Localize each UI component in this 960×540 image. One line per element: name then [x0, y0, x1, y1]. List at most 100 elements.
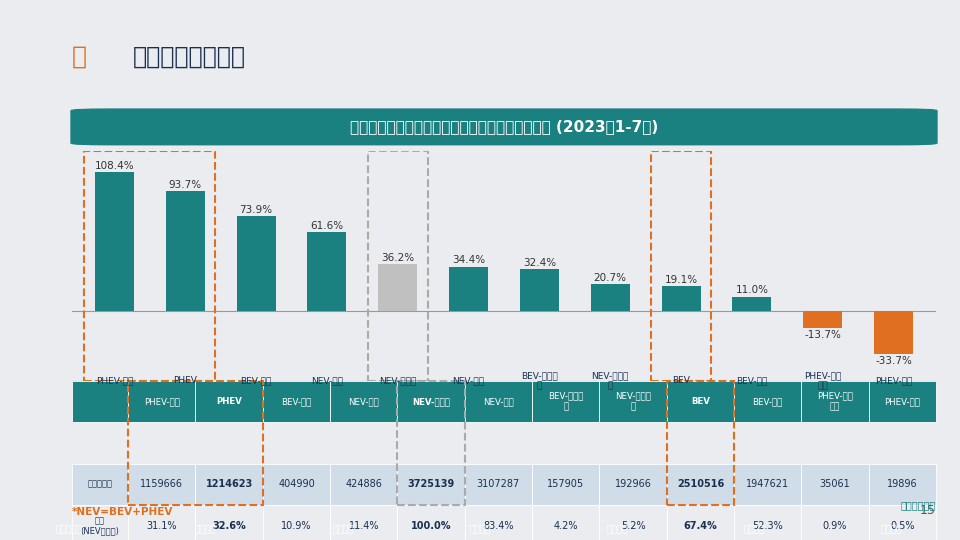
Text: 》: 》 — [72, 45, 87, 69]
Text: 深度合析报告: 深度合析报告 — [900, 500, 936, 510]
Bar — [72, 381, 129, 422]
Bar — [95, 172, 134, 310]
Bar — [802, 463, 869, 505]
Bar — [330, 463, 397, 505]
Text: 3725139: 3725139 — [407, 479, 455, 489]
Bar — [72, 463, 129, 505]
Bar — [237, 217, 276, 310]
Text: PHEV-豪华: PHEV-豪华 — [875, 376, 912, 385]
Bar — [869, 381, 936, 422]
Text: NEV-主流合
资: NEV-主流合 资 — [615, 392, 651, 411]
Text: 11.4%: 11.4% — [348, 521, 379, 531]
Text: NEV-自主: NEV-自主 — [483, 397, 514, 406]
Bar — [330, 505, 397, 540]
Text: 1159666: 1159666 — [140, 479, 183, 489]
Bar — [465, 505, 532, 540]
Bar — [520, 269, 559, 310]
Text: BEV: BEV — [672, 376, 690, 385]
Text: 93.7%: 93.7% — [169, 180, 202, 190]
Bar — [651, 151, 711, 381]
Bar — [802, 505, 869, 540]
Text: 73.9%: 73.9% — [240, 205, 273, 215]
Bar — [734, 381, 802, 422]
Bar — [599, 463, 666, 505]
Bar — [397, 381, 465, 422]
Bar — [532, 463, 599, 505]
Bar — [397, 505, 465, 540]
Text: -13.7%: -13.7% — [804, 330, 841, 340]
Text: PHEV-豪华: PHEV-豪华 — [884, 397, 921, 406]
Text: 企业类型: 企业类型 — [880, 525, 902, 534]
Text: 100.0%: 100.0% — [411, 521, 451, 531]
Text: 192966: 192966 — [614, 479, 652, 489]
Bar — [667, 463, 734, 505]
Bar — [263, 463, 330, 505]
Bar — [869, 505, 936, 540]
Text: NEV-自主: NEV-自主 — [452, 376, 485, 385]
Text: 1947621: 1947621 — [746, 479, 789, 489]
Text: 细分定位: 细分定位 — [607, 525, 628, 534]
Text: 车型大类: 车型大类 — [332, 525, 353, 534]
Text: BEV-主流合
资: BEV-主流合 资 — [521, 371, 558, 390]
Text: 10.9%: 10.9% — [281, 521, 312, 531]
Bar — [667, 381, 734, 505]
Bar — [263, 505, 330, 540]
Bar — [307, 232, 347, 310]
Text: 157905: 157905 — [547, 479, 585, 489]
Bar — [129, 463, 196, 505]
Text: -33.7%: -33.7% — [876, 356, 912, 366]
Text: 5.2%: 5.2% — [621, 521, 645, 531]
Text: PHEV: PHEV — [216, 397, 242, 406]
Bar — [869, 463, 936, 505]
Text: NEV-总市场: NEV-总市场 — [379, 376, 417, 385]
Text: 36.2%: 36.2% — [381, 253, 415, 263]
Text: 0.9%: 0.9% — [823, 521, 848, 531]
Bar — [129, 381, 196, 422]
Bar — [465, 381, 532, 422]
Text: 19.1%: 19.1% — [664, 275, 698, 285]
Text: 技术类型: 技术类型 — [195, 525, 216, 534]
Text: 新能源市场各品牌不同技术类型增速、销量和份额 (2023年1-7月): 新能源市场各品牌不同技术类型增速、销量和份额 (2023年1-7月) — [349, 119, 659, 134]
Bar — [397, 381, 465, 505]
Bar — [667, 381, 734, 422]
Bar — [804, 310, 842, 328]
Text: 1214623: 1214623 — [205, 479, 252, 489]
Text: 4.2%: 4.2% — [554, 521, 578, 531]
Bar — [532, 381, 599, 422]
Text: 67.4%: 67.4% — [684, 521, 717, 531]
Bar — [397, 463, 465, 505]
FancyBboxPatch shape — [71, 109, 937, 145]
Text: PHEV-主流
合资: PHEV-主流 合资 — [804, 371, 841, 390]
Text: 品牌定位细分市场: 品牌定位细分市场 — [132, 45, 246, 69]
Text: PHEV-主流
合资: PHEV-主流 合资 — [817, 392, 852, 411]
Bar — [84, 151, 215, 381]
Bar — [465, 463, 532, 505]
Text: PHEV-自主: PHEV-自主 — [96, 376, 133, 385]
Text: 32.6%: 32.6% — [212, 521, 246, 531]
Text: 404990: 404990 — [278, 479, 315, 489]
Bar — [734, 463, 802, 505]
Text: BEV-主流合
资: BEV-主流合 资 — [548, 392, 584, 411]
Text: 424886: 424886 — [346, 479, 382, 489]
Text: 52.3%: 52.3% — [753, 521, 783, 531]
Text: 2510516: 2510516 — [677, 479, 724, 489]
Text: 61.6%: 61.6% — [310, 220, 344, 231]
Text: 34.4%: 34.4% — [452, 255, 485, 265]
Bar — [599, 381, 666, 422]
Text: 销售范围: 销售范围 — [744, 525, 765, 534]
Text: 0.5%: 0.5% — [890, 521, 915, 531]
Text: 销量（辆）: 销量（辆） — [87, 480, 112, 489]
Text: BEV-豪华: BEV-豪华 — [281, 397, 312, 406]
Text: PHEV-自主: PHEV-自主 — [144, 397, 180, 406]
Bar — [196, 463, 263, 505]
Text: 20.7%: 20.7% — [593, 273, 627, 282]
Bar — [449, 267, 488, 310]
Bar — [667, 505, 734, 540]
Bar — [330, 381, 397, 422]
Text: BEV-自主: BEV-自主 — [753, 397, 782, 406]
Text: 11.0%: 11.0% — [735, 285, 768, 295]
Bar — [196, 505, 263, 540]
Text: *NEV=BEV+PHEV: *NEV=BEV+PHEV — [72, 507, 174, 517]
Text: NEV-总市场: NEV-总市场 — [412, 397, 450, 406]
Bar — [196, 381, 263, 422]
